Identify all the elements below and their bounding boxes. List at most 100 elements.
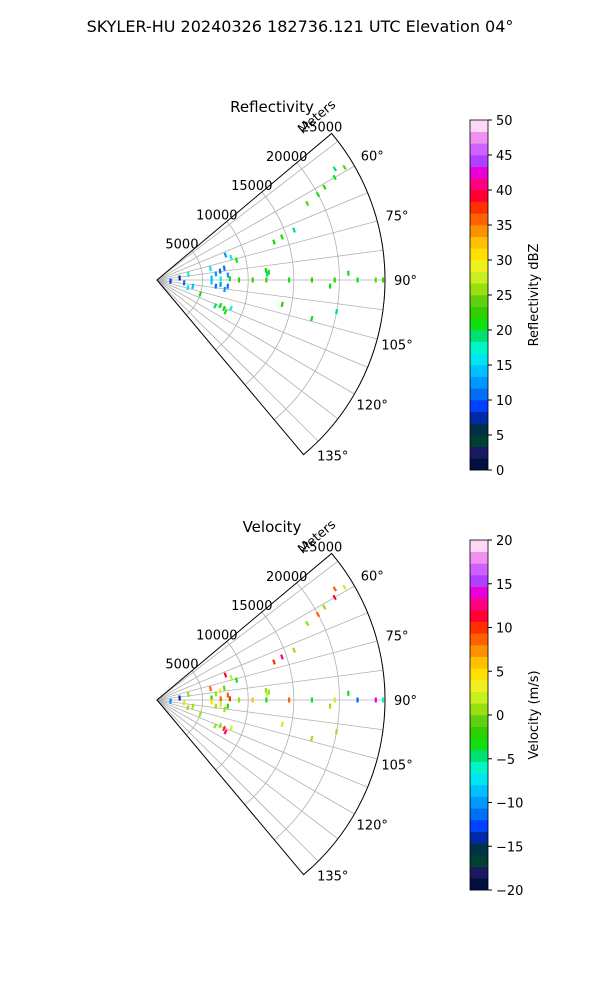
velocity-gate-0 xyxy=(237,697,241,703)
reflectivity-gate-20 xyxy=(210,279,213,285)
velocity-colorbar-swatch-18 xyxy=(470,668,488,681)
reflectivity-colorbar-swatch-4 xyxy=(470,411,488,424)
velocity-colorbar-swatch-23 xyxy=(470,610,488,622)
velocity-colorbar-swatch-10 xyxy=(470,761,488,774)
velocity-gate-45 xyxy=(198,711,203,717)
velocity-colorbar-tick-label-4: 0 xyxy=(496,709,504,724)
reflectivity-gate-12 xyxy=(214,271,218,277)
reflectivity-colorbar-swatch-15 xyxy=(470,283,488,296)
reflectivity-gate-31 xyxy=(342,164,347,171)
velocity-colorbar-tick-label-0: −20 xyxy=(496,884,523,899)
reflectivity-colorbar-swatch-25 xyxy=(470,166,488,179)
reflectivity-colorbar-swatch-7 xyxy=(470,376,488,389)
reflectivity-gate-53 xyxy=(169,278,172,284)
velocity-gate-53 xyxy=(169,698,172,704)
velocity-colorbar-swatch-25 xyxy=(470,586,488,599)
reflectivity-gate-8 xyxy=(381,277,385,283)
velocity-colorbar-swatch-16 xyxy=(470,691,488,704)
velocity-gate-39 xyxy=(213,723,218,729)
reflectivity-gate-14 xyxy=(222,265,226,271)
reflectivity-gate-47 xyxy=(310,315,314,322)
reflectivity-colorbar-swatch-27 xyxy=(470,143,488,156)
reflectivity-gate-17 xyxy=(214,283,218,289)
velocity-gate-37 xyxy=(218,722,223,729)
velocity-range-tick-label-4: 25000 xyxy=(301,540,342,555)
velocity-gate-1 xyxy=(251,697,254,703)
velocity-azimuth-gridline-0 xyxy=(156,560,339,701)
reflectivity-colorbar-swatch-8 xyxy=(470,365,488,377)
reflectivity-gate-2 xyxy=(265,277,268,283)
velocity-gate-48 xyxy=(280,721,284,728)
reflectivity-gate-48 xyxy=(280,301,284,308)
velocity-gate-25 xyxy=(280,654,284,660)
reflectivity-colorbar-swatch-22 xyxy=(470,201,488,214)
velocity-azimuth-gridline-8 xyxy=(156,699,368,788)
reflectivity-azimuth-gridline-9 xyxy=(156,279,355,395)
velocity-gate-43 xyxy=(186,705,190,711)
reflectivity-gate-19 xyxy=(226,283,230,289)
reflectivity-azimuth-gridline-8 xyxy=(156,279,368,368)
velocity-gate-5 xyxy=(333,697,336,703)
velocity-range-ring-2 xyxy=(244,611,295,806)
velocity-gate-8 xyxy=(381,697,385,703)
reflectivity-gate-46 xyxy=(335,309,339,315)
reflectivity-colorbar-tick-label-7: 35 xyxy=(496,219,513,234)
reflectivity-range-tick-label-1: 10000 xyxy=(196,208,237,223)
velocity-colorbar-tick-label-7: 15 xyxy=(496,578,513,593)
reflectivity-range-tick-label-0: 5000 xyxy=(165,238,198,253)
reflectivity-gate-35 xyxy=(234,257,239,263)
velocity-gate-31 xyxy=(342,584,347,591)
reflectivity-gate-23 xyxy=(265,271,269,277)
velocity-panel: Velocity 500010000150002000025000Meters6… xyxy=(156,517,542,899)
velocity-gate-13 xyxy=(218,688,222,694)
velocity-gate-14 xyxy=(222,685,226,691)
reflectivity-colorbar-swatch-20 xyxy=(470,225,488,237)
reflectivity-gate-9 xyxy=(228,276,231,282)
reflectivity-colorbar-swatch-11 xyxy=(470,330,488,342)
reflectivity-gate-16 xyxy=(219,281,222,288)
reflectivity-colorbar-tick-label-5: 25 xyxy=(496,289,513,304)
velocity-azimuth-gridline-7 xyxy=(156,699,378,760)
velocity-range-tick-label-3: 20000 xyxy=(266,570,307,585)
velocity-colorbar-label: Velocity (m/s) xyxy=(527,670,542,759)
reflectivity-gate-29 xyxy=(322,184,327,190)
velocity-gate-32 xyxy=(332,586,338,592)
reflectivity-gate-24 xyxy=(272,239,276,245)
reflectivity-colorbar-swatch-5 xyxy=(470,400,488,412)
reflectivity-gate-39 xyxy=(213,303,218,309)
velocity-gate-19 xyxy=(226,703,230,709)
reflectivity-colorbar-swatch-13 xyxy=(470,306,488,319)
reflectivity-gate-3 xyxy=(288,277,291,283)
velocity-colorbar-swatch-28 xyxy=(470,551,488,564)
velocity-azimuth-gridline-4 xyxy=(156,669,384,701)
velocity-gate-52 xyxy=(186,691,190,698)
velocity-gate-23 xyxy=(265,691,269,697)
reflectivity-colorbar-swatch-19 xyxy=(470,236,488,249)
velocity-gate-15 xyxy=(226,692,230,698)
reflectivity-gate-33 xyxy=(223,252,228,258)
velocity-gate-17 xyxy=(214,703,218,709)
reflectivity-colorbar-swatch-3 xyxy=(470,423,488,436)
reflectivity-gate-6 xyxy=(356,277,359,283)
reflectivity-gate-1 xyxy=(251,277,254,283)
velocity-gate-24 xyxy=(272,659,276,665)
reflectivity-colorbar-tick-label-2: 10 xyxy=(496,394,513,409)
reflectivity-gate-26 xyxy=(292,227,296,233)
reflectivity-gate-32 xyxy=(332,166,338,172)
reflectivity-gate-40 xyxy=(223,309,228,315)
velocity-gate-38 xyxy=(222,725,227,732)
reflectivity-colorbar-swatch-24 xyxy=(470,178,488,191)
reflectivity-gate-0 xyxy=(237,277,241,283)
reflectivity-gate-37 xyxy=(218,302,223,309)
velocity-colorbar-swatch-13 xyxy=(470,726,488,739)
velocity-colorbar-swatch-3 xyxy=(470,843,488,856)
velocity-colorbar-swatch-5 xyxy=(470,820,488,832)
velocity-azimuth-tick-label-2: 90° xyxy=(394,694,417,709)
reflectivity-colorbar-swatch-14 xyxy=(470,295,488,307)
reflectivity-azimuth-gridline-7 xyxy=(156,279,378,340)
velocity-azimuth-gridline-9 xyxy=(156,699,355,815)
reflectivity-gate-4 xyxy=(310,277,314,283)
velocity-sector-outline xyxy=(156,552,386,876)
reflectivity-gate-22 xyxy=(267,269,271,275)
